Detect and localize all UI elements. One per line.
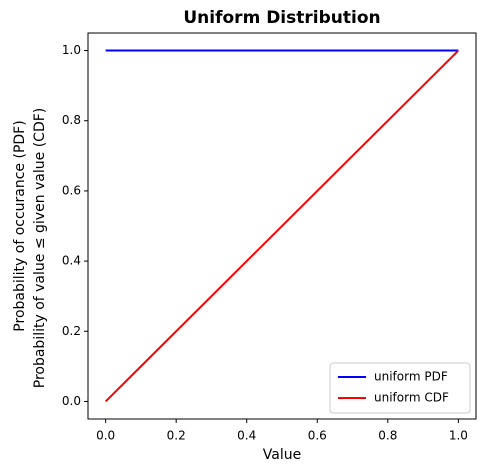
y-tick-label: 0.2 xyxy=(62,324,81,338)
y-tick-label: 0.4 xyxy=(62,254,81,268)
x-tick-label: 0.4 xyxy=(237,429,256,443)
plot-frame xyxy=(87,32,477,420)
chart-title: Uniform Distribution xyxy=(183,8,380,28)
legend-label: uniform PDF xyxy=(374,370,448,384)
x-tick-label: 0.6 xyxy=(308,429,327,443)
x-tick-label: 0.2 xyxy=(167,429,186,443)
x-tick-label: 0.0 xyxy=(96,429,115,443)
y-tick-label: 0.6 xyxy=(62,183,81,197)
y-tick-label: 1.0 xyxy=(62,43,81,57)
legend-box xyxy=(329,362,471,414)
y-tick-label: 0.0 xyxy=(62,394,81,408)
y-axis-label: Probability of value ≤ given value (CDF) xyxy=(32,108,48,389)
y-tick-label: 0.8 xyxy=(62,113,81,127)
legend-label: uniform CDF xyxy=(374,391,449,405)
x-axis-label: Value xyxy=(263,447,301,463)
x-tick-label: 0.8 xyxy=(378,429,397,443)
line-series xyxy=(104,49,460,403)
x-tick-label: 1.0 xyxy=(449,429,468,443)
y-axis-label: Probability of occurance (PDF) xyxy=(12,120,28,331)
